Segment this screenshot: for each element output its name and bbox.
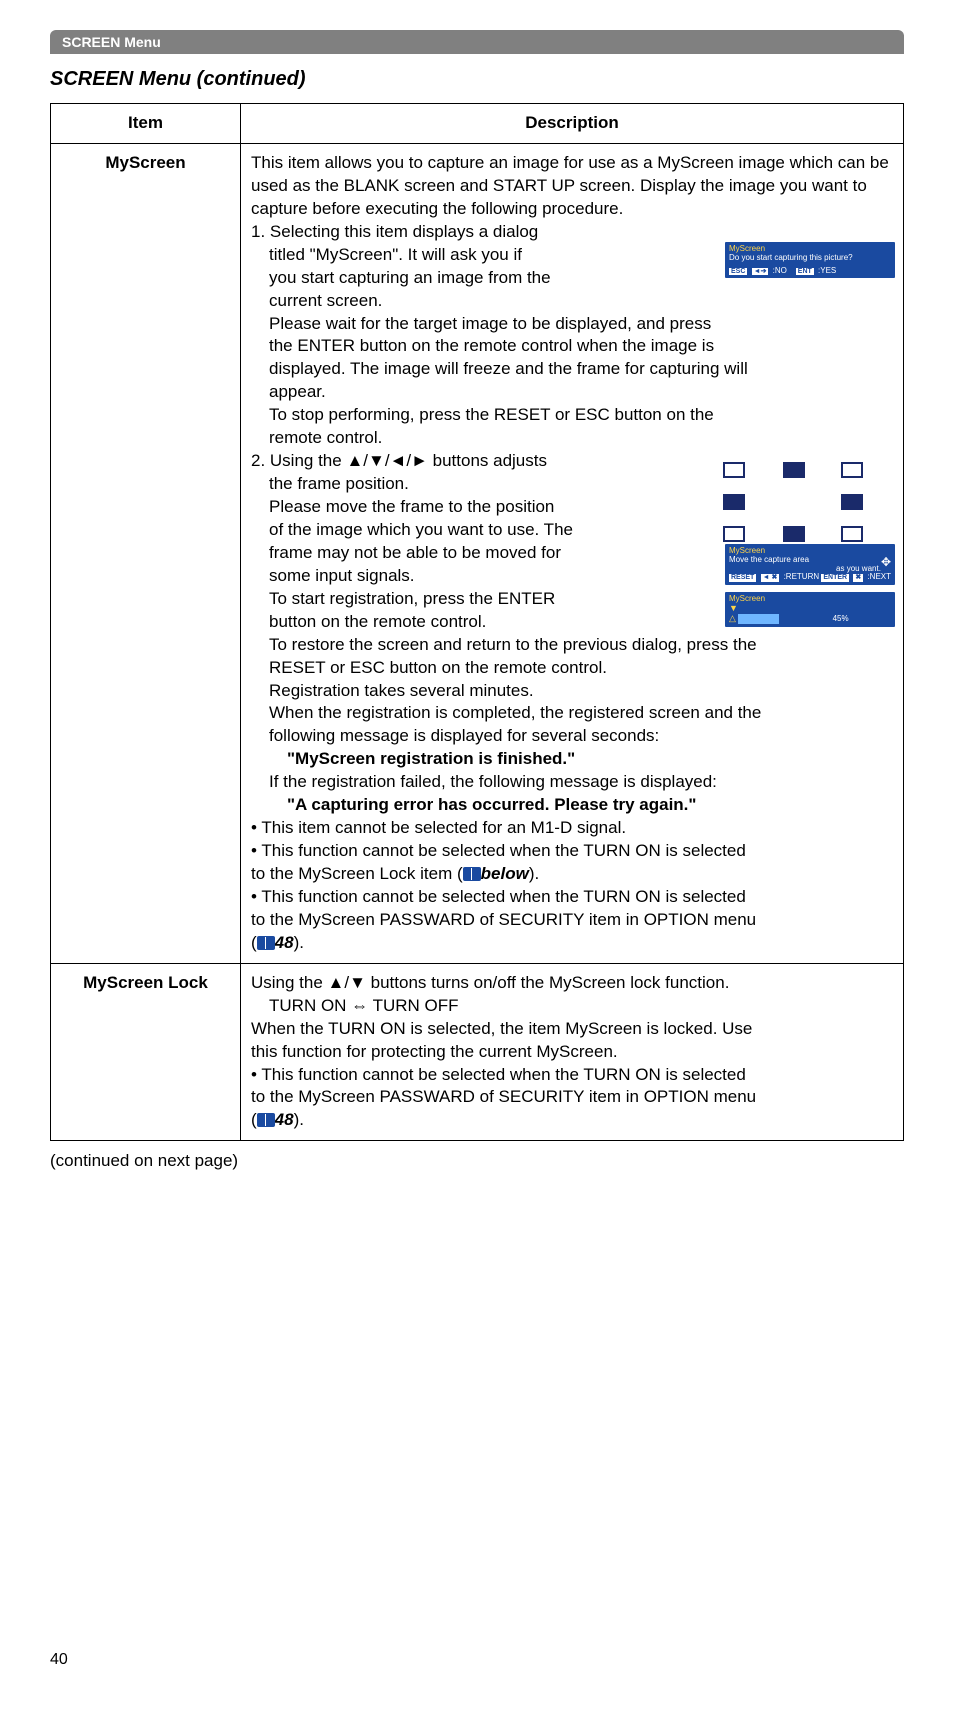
next-btn-tag: ✖ xyxy=(853,574,863,582)
desc-text: RESET or ESC button on the remote contro… xyxy=(251,657,893,680)
ref-post: ). xyxy=(294,1110,304,1129)
no-icon-tag: ◄➔ xyxy=(752,268,769,276)
desc-text: • This function cannot be selected when … xyxy=(251,840,893,863)
ref-pre: to the MyScreen Lock item ( xyxy=(251,864,463,883)
ent-tag: ENT xyxy=(796,268,814,276)
desc-text: • This item cannot be selected for an M1… xyxy=(251,817,893,840)
desc-text: (48). xyxy=(251,1109,893,1132)
desc-text: (48). xyxy=(251,932,893,955)
desc-text: this function for protecting the current… xyxy=(251,1041,893,1064)
desc-text: Please move the frame to the position xyxy=(251,496,893,519)
book-icon xyxy=(257,1113,275,1127)
ref-pre: ( xyxy=(251,933,257,952)
desc-myscreen: MyScreen Do you start capturing this pic… xyxy=(241,143,904,963)
desc-text: This item allows you to capture an image… xyxy=(251,152,893,221)
col-header-description: Description xyxy=(241,104,904,144)
return-label: :RETURN xyxy=(784,572,820,581)
col-header-item: Item xyxy=(51,104,241,144)
arrow-icon: ✥ xyxy=(881,556,891,569)
desc-text: appear. xyxy=(251,381,893,404)
desc-text: TURN ON ⇔ TURN OFF xyxy=(251,995,893,1018)
desc-text: To restore the screen and return to the … xyxy=(251,634,893,657)
progress-arrows: ▼△ xyxy=(729,603,738,623)
page-number: 40 xyxy=(50,1651,904,1669)
dialog-progress: MyScreen ▼△ 45% xyxy=(725,592,895,627)
ref-post: ). xyxy=(294,933,304,952)
desc-text: following message is displayed for sever… xyxy=(251,725,893,748)
enter-tag: ENTER xyxy=(821,574,849,582)
next-label: :NEXT xyxy=(867,572,891,581)
desc-text: • This function cannot be selected when … xyxy=(251,1064,893,1087)
progress-pct: 45% xyxy=(833,614,849,623)
progress-bar xyxy=(738,614,828,624)
desc-text: the frame position. xyxy=(251,473,893,496)
desc-text: When the registration is completed, the … xyxy=(251,702,893,725)
item-myscreen: MyScreen xyxy=(51,143,241,963)
desc-text: Registration takes several minutes. xyxy=(251,680,893,703)
desc-text: If the registration failed, the followin… xyxy=(251,771,893,794)
desc-text: to the MyScreen Lock item ( below). xyxy=(251,863,893,886)
screen-menu-table: Item Description MyScreen MyScreen Do yo… xyxy=(50,103,904,1141)
desc-text: displayed. The image will freeze and the… xyxy=(251,358,893,381)
dialog-text: Do you start capturing this picture? xyxy=(729,254,891,263)
desc-text: Please wait for the target image to be d… xyxy=(251,313,893,336)
desc-text: the ENTER button on the remote control w… xyxy=(251,335,893,358)
desc-text: of the image which you want to use. The xyxy=(251,519,893,542)
desc-text: current screen. xyxy=(251,290,893,313)
ref-post: ). xyxy=(529,864,539,883)
book-icon xyxy=(463,867,481,881)
ref-label: 48 xyxy=(275,1110,294,1129)
reset-tag: RESET xyxy=(729,574,756,582)
ref-label: below xyxy=(481,864,529,883)
desc-text: When the TURN ON is selected, the item M… xyxy=(251,1018,893,1041)
desc-text: To stop performing, press the RESET or E… xyxy=(251,404,893,427)
menu-tab: SCREEN Menu xyxy=(50,30,904,54)
table-row: MyScreen MyScreen Do you start capturing… xyxy=(51,143,904,963)
yes-label: :YES xyxy=(818,266,836,275)
book-icon xyxy=(257,936,275,950)
desc-text: • This function cannot be selected when … xyxy=(251,886,893,909)
desc-text: to the MyScreen PASSWARD of SECURITY ite… xyxy=(251,909,893,932)
dialog-title: MyScreen xyxy=(729,595,891,604)
desc-text: remote control. xyxy=(251,427,893,450)
item-myscreen-lock: MyScreen Lock xyxy=(51,963,241,1141)
dialog-move-area: MyScreen Move the capture area ✥ as you … xyxy=(725,544,895,585)
move-line1: Move the capture area xyxy=(729,555,809,564)
no-label: :NO xyxy=(773,266,787,275)
desc-text: Using the ▲/▼ buttons turns on/off the M… xyxy=(251,972,893,995)
esc-tag: ESC xyxy=(729,268,747,276)
ref-label: 48 xyxy=(275,933,294,952)
desc-text: 2. Using the ▲/▼/◄/► buttons adjusts xyxy=(251,450,893,473)
dialog-capture-confirm: MyScreen Do you start capturing this pic… xyxy=(725,242,895,278)
table-row: MyScreen Lock Using the ▲/▼ buttons turn… xyxy=(51,963,904,1141)
desc-myscreen-lock: Using the ▲/▼ buttons turns on/off the M… xyxy=(241,963,904,1141)
return-btn-tag: ◄ ✖ xyxy=(761,574,780,582)
ref-pre: ( xyxy=(251,1110,257,1129)
continued-note: (continued on next page) xyxy=(50,1151,904,1171)
desc-text: 1. Selecting this item displays a dialog xyxy=(251,221,893,244)
section-title: SCREEN Menu (continued) xyxy=(50,68,904,91)
desc-text-emphasis: "MyScreen registration is finished." xyxy=(251,748,893,771)
desc-text-emphasis: "A capturing error has occurred. Please … xyxy=(251,794,893,817)
desc-text: to the MyScreen PASSWARD of SECURITY ite… xyxy=(251,1086,893,1109)
